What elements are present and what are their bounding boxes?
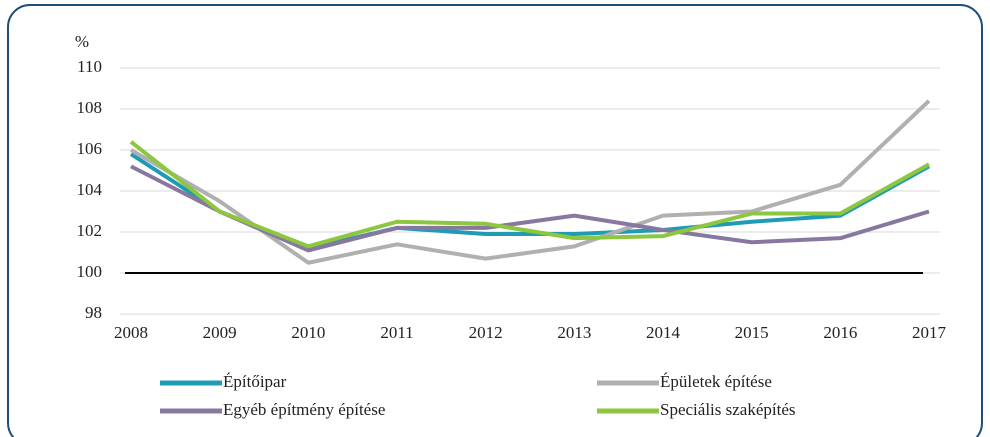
x-tick-label: 2015	[735, 323, 769, 342]
y-tick-label: 102	[77, 221, 103, 240]
y-tick-label: 104	[77, 180, 103, 199]
x-tick-label: 2009	[203, 323, 237, 342]
legend-label: Építőipar	[223, 372, 287, 391]
frame	[7, 4, 983, 437]
x-tick-label: 2014	[646, 323, 681, 342]
x-tick-label: 2013	[557, 323, 591, 342]
y-tick-label: 108	[77, 98, 103, 117]
x-tick-label: 2011	[380, 323, 413, 342]
x-tick-label: 2016	[823, 323, 857, 342]
y-tick-label: 110	[77, 57, 102, 76]
y-unit-label: %	[75, 32, 89, 51]
y-tick-label: 100	[77, 262, 103, 281]
legend-label: Épületek építése	[660, 372, 772, 391]
x-tick-label: 2008	[114, 323, 148, 342]
y-tick-label: 98	[85, 303, 102, 322]
series-line	[129, 140, 930, 249]
x-tick-label: 2012	[469, 323, 503, 342]
x-tick-label: 2010	[291, 323, 325, 342]
legend-label: Egyéb építmény építése	[223, 400, 385, 419]
x-tick-label: 2017	[912, 323, 947, 342]
y-tick-label: 106	[77, 139, 103, 158]
legend-label: Speciális szaképítés	[660, 400, 796, 419]
